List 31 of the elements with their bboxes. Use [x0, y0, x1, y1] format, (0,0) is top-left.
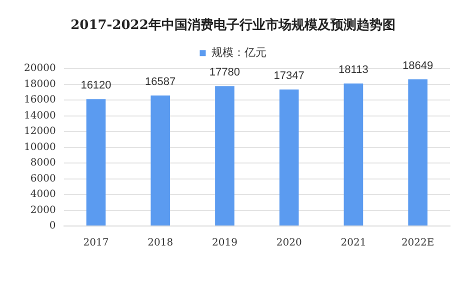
y-tick-label: 0: [49, 220, 56, 232]
x-tick-label: 2021: [340, 238, 366, 249]
y-tick-label: 16000: [24, 94, 56, 106]
x-tick-label: 2019: [212, 238, 238, 249]
y-tick-label: 4000: [30, 189, 56, 200]
y-tick-label: 2000: [30, 204, 56, 216]
data-label: 18113: [338, 64, 368, 76]
y-tick-label: 10000: [24, 142, 56, 153]
y-tick-label: 18000: [24, 78, 56, 90]
bar: [408, 79, 428, 226]
x-tick-label: 2022E: [401, 238, 434, 249]
y-tick-label: 8000: [30, 158, 56, 169]
bar: [86, 99, 106, 226]
y-tick-label: 14000: [24, 110, 56, 122]
bar: [150, 95, 170, 226]
bar: [344, 83, 364, 226]
data-label: 16587: [145, 76, 176, 88]
data-label: 16120: [80, 80, 112, 92]
x-tick-label: 2018: [148, 238, 174, 249]
bar: [279, 89, 299, 226]
x-tick-label: 2017: [83, 238, 109, 249]
y-tick-label: 20000: [24, 63, 56, 74]
chart-title: 2017-2022年中国消费电子行业市场规模及预测趋势图: [70, 17, 396, 34]
y-tick-label: 12000: [24, 126, 56, 138]
legend-label: 规模：亿元: [211, 46, 266, 59]
data-label: 18649: [402, 60, 434, 72]
x-tick-label: 2020: [276, 238, 302, 249]
y-tick-label: 6000: [30, 173, 56, 184]
bar: [215, 86, 234, 226]
data-label: 17780: [209, 66, 240, 79]
data-label: 17347: [274, 70, 304, 82]
